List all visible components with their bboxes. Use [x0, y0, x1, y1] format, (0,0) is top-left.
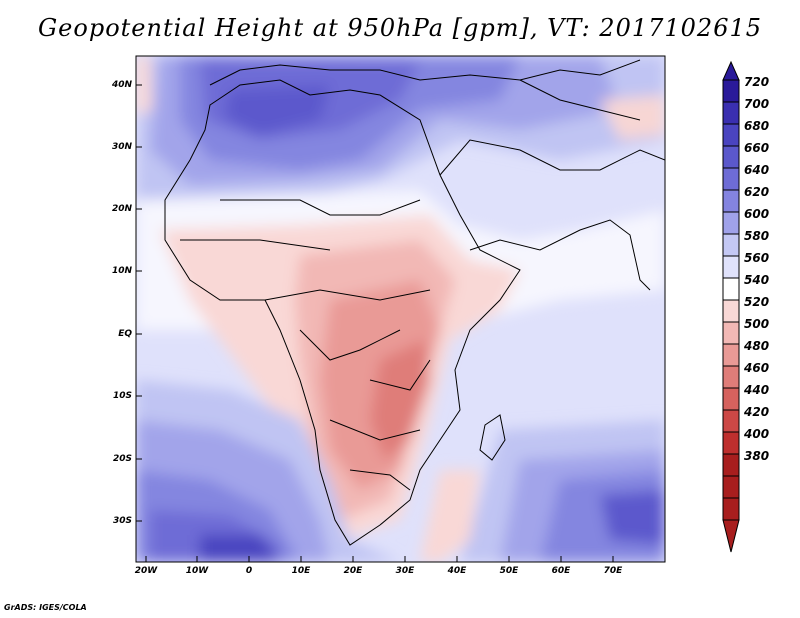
height-field [136, 56, 665, 562]
coastlines [164, 59, 665, 546]
colorbar-label: 480 [744, 339, 770, 353]
colorbar [722, 60, 740, 553]
lon-label-70e: 70E [603, 566, 623, 576]
lat-label-10s: 10S [112, 391, 132, 401]
lon-label-60e: 60E [551, 566, 571, 576]
colorbar-box [722, 167, 740, 191]
colorbar-box [722, 211, 740, 235]
colorbar-label: 560 [744, 251, 770, 265]
lat-label-10n: 10N [111, 266, 132, 276]
colorbar-label: 660 [744, 141, 770, 155]
colorbar-label: 640 [744, 163, 770, 177]
colorbar-box [722, 123, 740, 147]
credit: GrADS: IGES/COLA [4, 603, 87, 612]
lat-label-20s: 20S [112, 454, 132, 464]
colorbar-box [722, 255, 740, 279]
colorbar-label: 720 [744, 75, 770, 89]
lon-label-30e: 30E [395, 566, 415, 576]
colorbar-label: 520 [744, 295, 770, 309]
colorbar-box [722, 475, 740, 499]
colorbar-label: 700 [744, 97, 770, 111]
colorbar-box [722, 497, 740, 521]
lat-label-eq: EQ [118, 329, 132, 339]
colorbar-box [722, 343, 740, 367]
map-title: Geopotential Height at 950hPa [gpm], VT:… [38, 14, 762, 42]
lat-label-30n: 30N [111, 142, 132, 152]
lat-label-30s: 30S [112, 516, 132, 526]
colorbar-label: 620 [744, 185, 770, 199]
colorbar-box [722, 79, 740, 103]
colorbar-box [722, 321, 740, 345]
colorbar-box [722, 409, 740, 433]
lon-label-50e: 50E [499, 566, 519, 576]
lon-label-10e: 10E [291, 566, 311, 576]
colorbar-label: 580 [744, 229, 770, 243]
colorbar-box [722, 431, 740, 455]
lat-label-40n: 40N [111, 80, 132, 90]
axis-ticks [136, 84, 614, 562]
map-frame [135, 55, 666, 563]
colorbar-label: 680 [744, 119, 770, 133]
colorbar-box [722, 189, 740, 213]
colorbar-box [722, 453, 740, 477]
colorbar-label: 600 [744, 207, 770, 221]
colorbar-label: 420 [744, 405, 770, 419]
colorbar-label: 380 [744, 449, 770, 463]
lon-label-40e: 40E [447, 566, 467, 576]
colorbar-box [722, 365, 740, 389]
colorbar-box [722, 299, 740, 323]
lon-label-20e: 20E [343, 566, 363, 576]
colorbar-box [722, 387, 740, 411]
colorbar-box [722, 101, 740, 125]
colorbar-label: 540 [744, 273, 770, 287]
colorbar-label: 500 [744, 317, 770, 331]
colorbar-box [722, 145, 740, 169]
colorbar-bottom-arrow [722, 519, 740, 553]
colorbar-box [722, 233, 740, 257]
colorbar-label: 400 [744, 427, 770, 441]
colorbar-label: 460 [744, 361, 770, 375]
colorbar-label: 440 [744, 383, 770, 397]
lon-label-0: 0 [245, 566, 253, 576]
lon-label-20w: 20W [134, 566, 158, 576]
lat-label-20n: 20N [111, 204, 132, 214]
lon-label-10w: 10W [185, 566, 209, 576]
colorbar-box [722, 277, 740, 301]
